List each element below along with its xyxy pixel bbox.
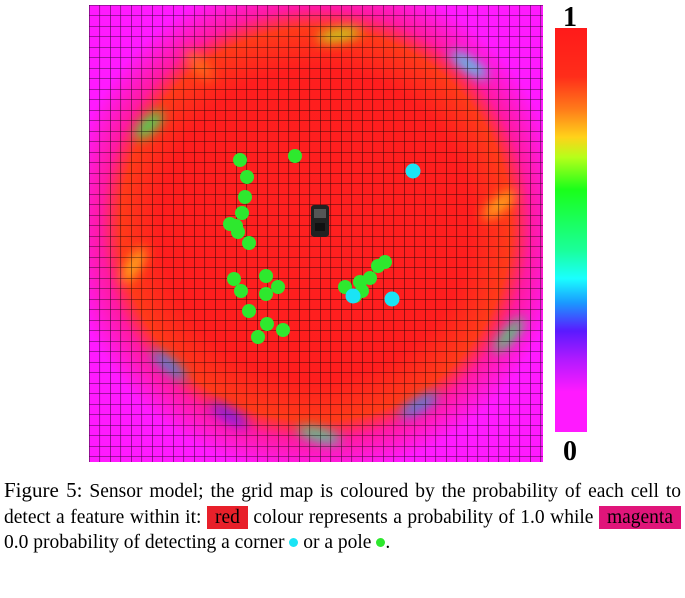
pole-marker — [238, 190, 252, 204]
colorbar-min-label: 0 — [563, 436, 577, 467]
figure-caption: Figure 5: Sensor model; the grid map is … — [4, 478, 681, 556]
corner-marker — [384, 291, 400, 307]
pole-marker — [234, 284, 248, 298]
corner-marker — [405, 163, 421, 179]
caption-text-4: or a pole — [298, 532, 377, 553]
caption-red-highlight: red — [206, 505, 248, 529]
pole-marker — [378, 255, 392, 269]
caption-magenta-highlight: magenta — [598, 505, 681, 529]
pole-marker — [227, 272, 241, 286]
caption-figure-number: Figure 5: — [4, 478, 83, 502]
pole-marker — [242, 304, 256, 318]
pole-marker — [259, 287, 273, 301]
pole-marker — [260, 317, 274, 331]
probability-grid-map — [89, 5, 543, 462]
caption-text-3: 0.0 probability of detecting a corner — [4, 532, 290, 553]
pole-marker — [240, 170, 254, 184]
pole-marker — [259, 269, 273, 283]
robot-icon — [311, 205, 329, 237]
colorbar-max-label: 1 — [563, 2, 577, 33]
pole-marker — [276, 323, 290, 337]
pole-marker — [229, 219, 243, 233]
pole-marker — [242, 236, 256, 250]
caption-text-5: . — [385, 532, 391, 553]
pole-marker — [233, 153, 247, 167]
caption-text-1: Sensor model; the grid map is coloured b… — [4, 481, 681, 528]
feature-markers — [223, 149, 421, 344]
figure: 1 0 — [89, 2, 587, 467]
caption-text-2: colour represents a probability of 1.0 w… — [247, 506, 599, 528]
pole-legend-icon — [376, 538, 386, 547]
pole-marker — [271, 280, 285, 294]
colorbar — [555, 28, 587, 432]
pole-marker — [288, 149, 302, 163]
pole-marker — [235, 206, 249, 220]
corner-marker — [345, 288, 361, 304]
pole-marker — [363, 271, 377, 285]
corner-legend-icon — [289, 538, 299, 547]
pole-marker — [251, 330, 265, 344]
